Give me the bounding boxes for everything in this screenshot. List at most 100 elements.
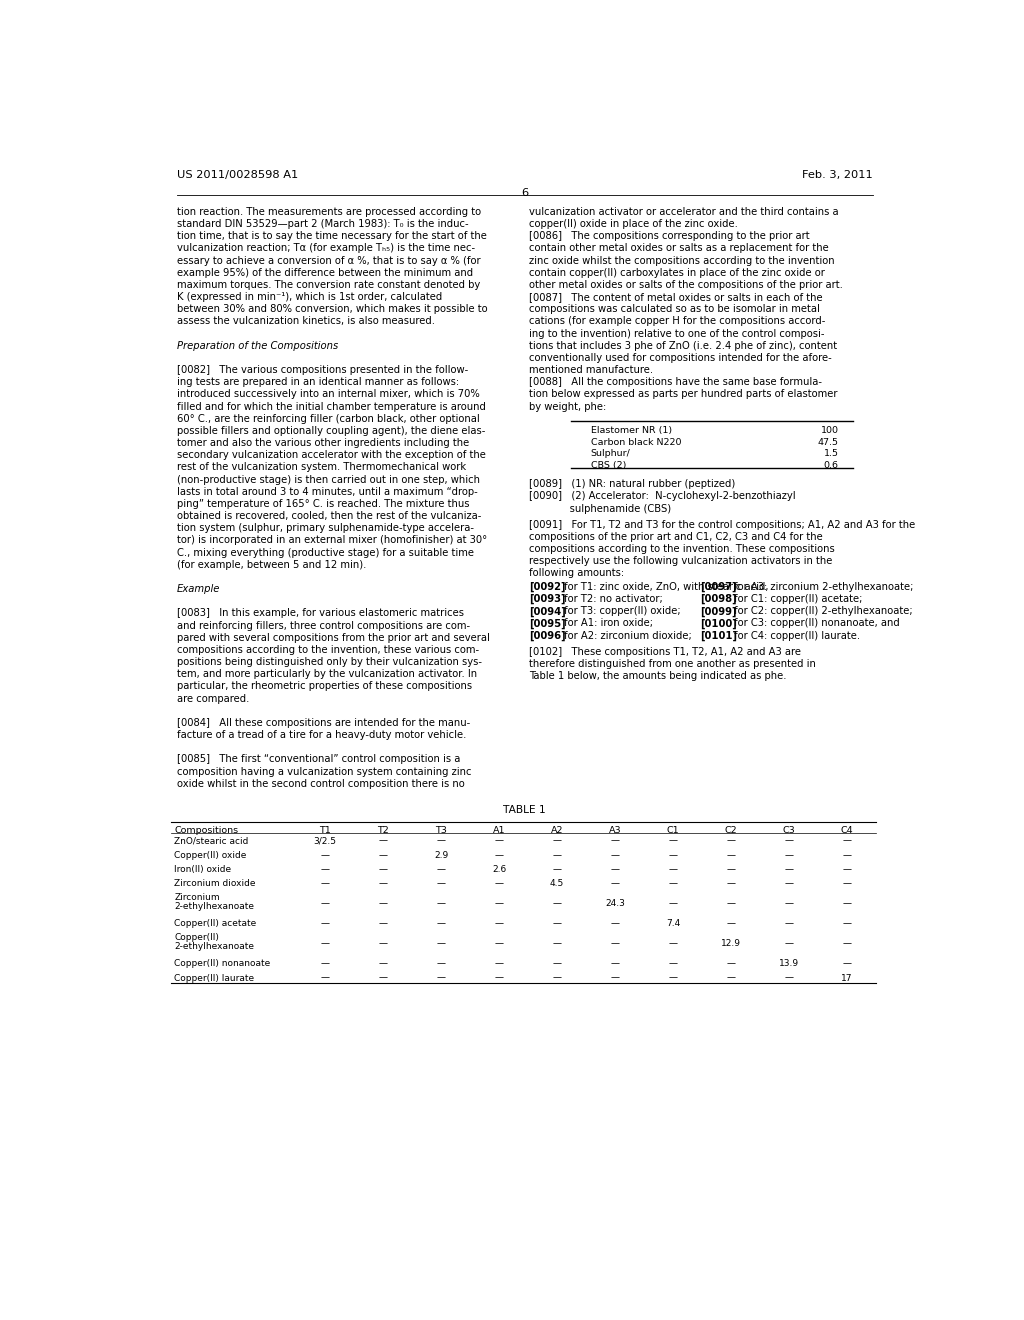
Text: facture of a tread of a tire for a heavy-duty motor vehicle.: facture of a tread of a tire for a heavy… (177, 730, 466, 741)
Text: Copper(II) oxide: Copper(II) oxide (174, 850, 247, 859)
Text: other metal oxides or salts of the compositions of the prior art.: other metal oxides or salts of the compo… (529, 280, 844, 290)
Text: Zirconium: Zirconium (174, 894, 220, 903)
Text: —: — (495, 899, 504, 908)
Text: C2: C2 (725, 825, 737, 834)
Text: Copper(II) laurate: Copper(II) laurate (174, 974, 255, 982)
Text: C., mixing everything (productive stage) for a suitable time: C., mixing everything (productive stage)… (177, 548, 474, 557)
Text: —: — (553, 899, 561, 908)
Text: —: — (436, 899, 445, 908)
Text: Compositions: Compositions (174, 825, 239, 834)
Text: Feb. 3, 2011: Feb. 3, 2011 (802, 170, 872, 180)
Text: —: — (669, 960, 678, 969)
Text: —: — (321, 899, 330, 908)
Text: —: — (784, 899, 794, 908)
Text: —: — (321, 850, 330, 859)
Text: [0092]: [0092] (529, 582, 566, 593)
Text: —: — (553, 850, 561, 859)
Text: —: — (726, 865, 735, 874)
Text: —: — (669, 940, 678, 948)
Text: K (expressed in min⁻¹), which is 1st order, calculated: K (expressed in min⁻¹), which is 1st ord… (177, 292, 442, 302)
Text: —: — (436, 865, 445, 874)
Text: 12.9: 12.9 (721, 940, 741, 948)
Text: —: — (843, 919, 851, 928)
Text: contain copper(II) carboxylates in place of the zinc oxide or: contain copper(II) carboxylates in place… (529, 268, 825, 277)
Text: 1.5: 1.5 (823, 449, 839, 458)
Text: assess the vulcanization kinetics, is also measured.: assess the vulcanization kinetics, is al… (177, 317, 435, 326)
Text: respectively use the following vulcanization activators in the: respectively use the following vulcaniza… (529, 556, 833, 566)
Text: —: — (495, 850, 504, 859)
Text: [0099]: [0099] (700, 606, 736, 616)
Text: 47.5: 47.5 (818, 438, 839, 446)
Text: for T3: copper(II) oxide;: for T3: copper(II) oxide; (563, 606, 680, 616)
Text: positions being distinguished only by their vulcanization sys-: positions being distinguished only by th… (177, 657, 482, 667)
Text: C1: C1 (667, 825, 679, 834)
Text: —: — (495, 879, 504, 888)
Text: Sulphur/: Sulphur/ (591, 449, 631, 458)
Text: tion below expressed as parts per hundred parts of elastomer: tion below expressed as parts per hundre… (529, 389, 838, 400)
Text: [0088]   All the compositions have the same base formula-: [0088] All the compositions have the sam… (529, 378, 822, 387)
Text: 0.6: 0.6 (823, 461, 839, 470)
Text: possible fillers and optionally coupling agent), the diene elas-: possible fillers and optionally coupling… (177, 426, 485, 436)
Text: —: — (610, 865, 620, 874)
Text: for A3: zirconium 2-ethylhexanoate;: for A3: zirconium 2-ethylhexanoate; (734, 582, 913, 591)
Text: —: — (321, 960, 330, 969)
Text: T3: T3 (435, 825, 447, 834)
Text: —: — (843, 879, 851, 888)
Text: tomer and also the various other ingredients including the: tomer and also the various other ingredi… (177, 438, 469, 447)
Text: —: — (726, 850, 735, 859)
Text: —: — (436, 837, 445, 845)
Text: —: — (436, 919, 445, 928)
Text: compositions of the prior art and C1, C2, C3 and C4 for the: compositions of the prior art and C1, C2… (529, 532, 823, 541)
Text: compositions was calculated so as to be isomolar in metal: compositions was calculated so as to be … (529, 304, 820, 314)
Text: Table 1 below, the amounts being indicated as phe.: Table 1 below, the amounts being indicat… (529, 671, 787, 681)
Text: —: — (553, 919, 561, 928)
Text: by weight, phe:: by weight, phe: (529, 401, 606, 412)
Text: T1: T1 (319, 825, 331, 834)
Text: essary to achieve a conversion of α %, that is to say α % (for: essary to achieve a conversion of α %, t… (177, 256, 480, 265)
Text: —: — (379, 974, 388, 982)
Text: —: — (610, 919, 620, 928)
Text: compositions according to the invention, these various com-: compositions according to the invention,… (177, 645, 479, 655)
Text: [0102]   These compositions T1, T2, A1, A2 and A3 are: [0102] These compositions T1, T2, A1, A2… (529, 647, 802, 656)
Text: —: — (610, 837, 620, 845)
Text: oxide whilst in the second control composition there is no: oxide whilst in the second control compo… (177, 779, 465, 789)
Text: A3: A3 (608, 825, 622, 834)
Text: —: — (784, 837, 794, 845)
Text: —: — (379, 865, 388, 874)
Text: [0098]: [0098] (700, 594, 736, 605)
Text: for A2: zirconium dioxide;: for A2: zirconium dioxide; (563, 631, 691, 640)
Text: T2: T2 (377, 825, 389, 834)
Text: filled and for which the initial chamber temperature is around: filled and for which the initial chamber… (177, 401, 485, 412)
Text: —: — (843, 940, 851, 948)
Text: TABLE 1: TABLE 1 (504, 805, 546, 814)
Text: vulcanization activator or accelerator and the third contains a: vulcanization activator or accelerator a… (529, 207, 839, 216)
Text: —: — (436, 960, 445, 969)
Text: 6: 6 (521, 187, 528, 198)
Text: —: — (553, 974, 561, 982)
Text: —: — (610, 879, 620, 888)
Text: [0096]: [0096] (529, 631, 566, 642)
Text: for T1: zinc oxide, ZnO, with stearic acid,: for T1: zinc oxide, ZnO, with stearic ac… (563, 582, 768, 591)
Text: —: — (610, 974, 620, 982)
Text: and reinforcing fillers, three control compositions are com-: and reinforcing fillers, three control c… (177, 620, 470, 631)
Text: [0085]   The first “conventional” control composition is a: [0085] The first “conventional” control … (177, 754, 460, 764)
Text: —: — (610, 940, 620, 948)
Text: for T2: no activator;: for T2: no activator; (563, 594, 663, 605)
Text: cations (for example copper H for the compositions accord-: cations (for example copper H for the co… (529, 317, 825, 326)
Text: —: — (379, 879, 388, 888)
Text: 2-ethylhexanoate: 2-ethylhexanoate (174, 902, 255, 911)
Text: —: — (379, 837, 388, 845)
Text: (for example, between 5 and 12 min).: (for example, between 5 and 12 min). (177, 560, 367, 570)
Text: —: — (321, 865, 330, 874)
Text: tion time, that is to say the time necessary for the start of the: tion time, that is to say the time neces… (177, 231, 486, 242)
Text: —: — (669, 837, 678, 845)
Text: —: — (726, 837, 735, 845)
Text: [0091]   For T1, T2 and T3 for the control compositions; A1, A2 and A3 for the: [0091] For T1, T2 and T3 for the control… (529, 520, 915, 529)
Text: 4.5: 4.5 (550, 879, 564, 888)
Text: US 2011/0028598 A1: US 2011/0028598 A1 (177, 170, 298, 180)
Text: —: — (379, 899, 388, 908)
Text: —: — (610, 960, 620, 969)
Text: —: — (669, 879, 678, 888)
Text: 60° C., are the reinforcing filler (carbon black, other optional: 60° C., are the reinforcing filler (carb… (177, 413, 479, 424)
Text: 2.6: 2.6 (492, 865, 506, 874)
